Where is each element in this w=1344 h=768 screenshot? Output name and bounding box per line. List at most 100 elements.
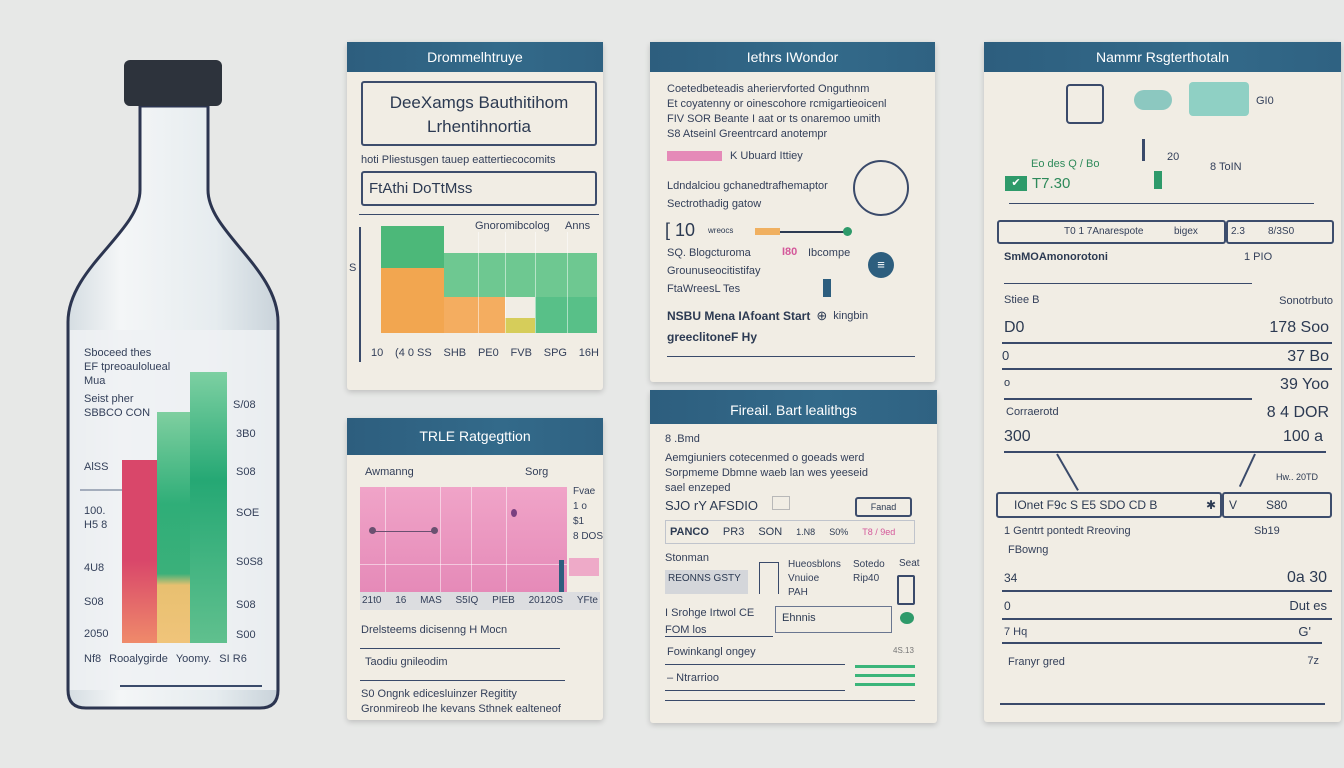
- divider: [1004, 451, 1326, 453]
- cell: T8 / 9ed: [862, 527, 896, 537]
- card-2: Iethrs IWondor Coetedbeteadis aheriervfo…: [650, 42, 935, 382]
- bar: [535, 297, 597, 333]
- cell: T0 1 7Anarespote: [1064, 226, 1144, 237]
- x-tick: YFte: [576, 595, 598, 606]
- section-heading-right: 1 PIO: [1244, 251, 1273, 263]
- right-tick: 3B0: [236, 428, 256, 440]
- text-field[interactable]: FtAthi DoTtMss: [361, 171, 597, 206]
- divider: [360, 648, 560, 649]
- divider: [665, 700, 915, 701]
- cell: PANCO: [670, 526, 709, 538]
- gridline: [440, 487, 441, 592]
- text-line: FOM los: [665, 624, 707, 636]
- x-tick: FVB: [510, 347, 532, 359]
- side-label: Fvae: [573, 486, 596, 497]
- title-line: Lrhentihnortia: [427, 117, 531, 136]
- gridline: [506, 487, 507, 592]
- data-point: [431, 527, 438, 534]
- small-label: wreocs: [708, 226, 734, 235]
- bold-line: greeclitoneF Hy: [667, 330, 758, 344]
- cell: 2.3: [1231, 226, 1245, 237]
- scroll-handle[interactable]: [559, 560, 564, 592]
- cell: PR3: [722, 526, 745, 538]
- plus-circle-icon[interactable]: ⊕: [816, 308, 828, 323]
- divider: [1004, 283, 1252, 284]
- left-tick: H5 8: [84, 519, 108, 531]
- right-tick: S00: [236, 629, 256, 641]
- divider: [1004, 398, 1252, 400]
- row-box: [1226, 220, 1334, 244]
- row-value: 0a 30: [1286, 569, 1327, 586]
- text-line: FBowng: [1008, 544, 1049, 556]
- column: Hueosblons Vnuioe PAH: [788, 558, 841, 600]
- cell: SON: [758, 526, 783, 538]
- row-value: 8 4 DOR: [1266, 404, 1329, 421]
- pink-chip: [667, 151, 722, 161]
- row-label: 34: [1004, 571, 1018, 585]
- label: Stonman: [665, 552, 710, 564]
- gridline: [360, 564, 567, 565]
- medical-device-icon: [1066, 84, 1104, 124]
- text-input[interactable]: Ehnnis: [775, 606, 892, 633]
- bar: [381, 226, 444, 268]
- gridline: [567, 232, 568, 333]
- code-text: SJO rY AFSDIO: [665, 498, 758, 513]
- x-axis-ticks: 10 (4 0 SS SHB PE0 FVB SPG 16H: [371, 347, 599, 359]
- divider: [359, 214, 599, 215]
- green-bars-icon: [855, 665, 915, 691]
- small-input[interactable]: [772, 496, 790, 510]
- divider: [665, 636, 773, 637]
- divider: [1000, 703, 1325, 705]
- row-label: Corraerotd: [1006, 406, 1059, 418]
- text-line: S0 Ongnk edicesluinzer Regitity: [361, 688, 517, 700]
- small-label: Hw.. 20TD: [1276, 472, 1319, 482]
- footer-label: Yoomy.: [175, 653, 212, 665]
- text-line: – Ntrarrioo: [667, 672, 719, 684]
- bar: [505, 318, 535, 333]
- pill-icon: [1134, 90, 1172, 110]
- card-1: Drommelhtruye DeeXamgs Bauthitihom Lrhen…: [347, 42, 603, 390]
- equipment-icon: [1189, 82, 1249, 116]
- phone-icon: [897, 575, 915, 605]
- small-number: 4S.13: [893, 646, 914, 655]
- cell: S0%: [829, 527, 849, 537]
- text-line: 8 .Bmd: [665, 433, 700, 445]
- title-box: DeeXamgs Bauthitihom Lrhentihnortia: [361, 81, 597, 146]
- side-labels: Fvae 1 o $1 8 DOS: [573, 484, 603, 544]
- label-line: SBBCO CON: [84, 407, 151, 419]
- row-label: 7 Hq: [1004, 626, 1028, 638]
- slider-handle[interactable]: [843, 227, 852, 236]
- row-label: D0: [1004, 319, 1025, 336]
- connector-line: [1238, 453, 1256, 488]
- row-label: 0: [1004, 599, 1011, 613]
- left-tick: 2050: [84, 628, 109, 640]
- bar: [381, 268, 444, 333]
- card-5: Nammr Rsgterthotaln GI0 20 8 ToIN Eo des…: [984, 42, 1341, 722]
- x-axis-ticks: 21t0 16 MAS S5IQ PIEB 20120S YFte: [360, 592, 600, 610]
- row-value: 37 Bo: [1287, 348, 1329, 365]
- gridline: [478, 232, 479, 333]
- x-tick: PE0: [477, 347, 499, 359]
- row-label: Franyr gred: [1008, 656, 1065, 668]
- cell: IOnet F9c S E5 SDO CD B: [1014, 498, 1158, 512]
- slider-track[interactable]: [780, 231, 845, 233]
- cell: 8/3S0: [1268, 226, 1295, 237]
- cell: V: [1229, 498, 1238, 512]
- right-tick: S08: [236, 466, 256, 478]
- text-line: Rip40: [853, 573, 880, 584]
- card-3: TRLE Ratgegttion Awmanng Sorg Fvae 1 o $…: [347, 418, 603, 720]
- divider: [667, 356, 915, 357]
- fanad-button[interactable]: Fanad: [855, 497, 912, 517]
- text-line: Sectrothadig gatow: [667, 198, 762, 210]
- series-line: [372, 531, 437, 532]
- slider-fill: [755, 228, 780, 235]
- x-tick: PIEB: [492, 595, 515, 606]
- green-bar-icon: [1154, 171, 1162, 189]
- text-line: 1 Gentrt pontedt Rreoving: [1004, 525, 1131, 537]
- gridline: [385, 487, 386, 592]
- row-box: [997, 220, 1226, 244]
- divider: [665, 664, 845, 665]
- label: Awmanng: [365, 466, 414, 478]
- stethoscope-icon: [853, 160, 909, 216]
- bottle-bar-green-tall: [190, 372, 227, 643]
